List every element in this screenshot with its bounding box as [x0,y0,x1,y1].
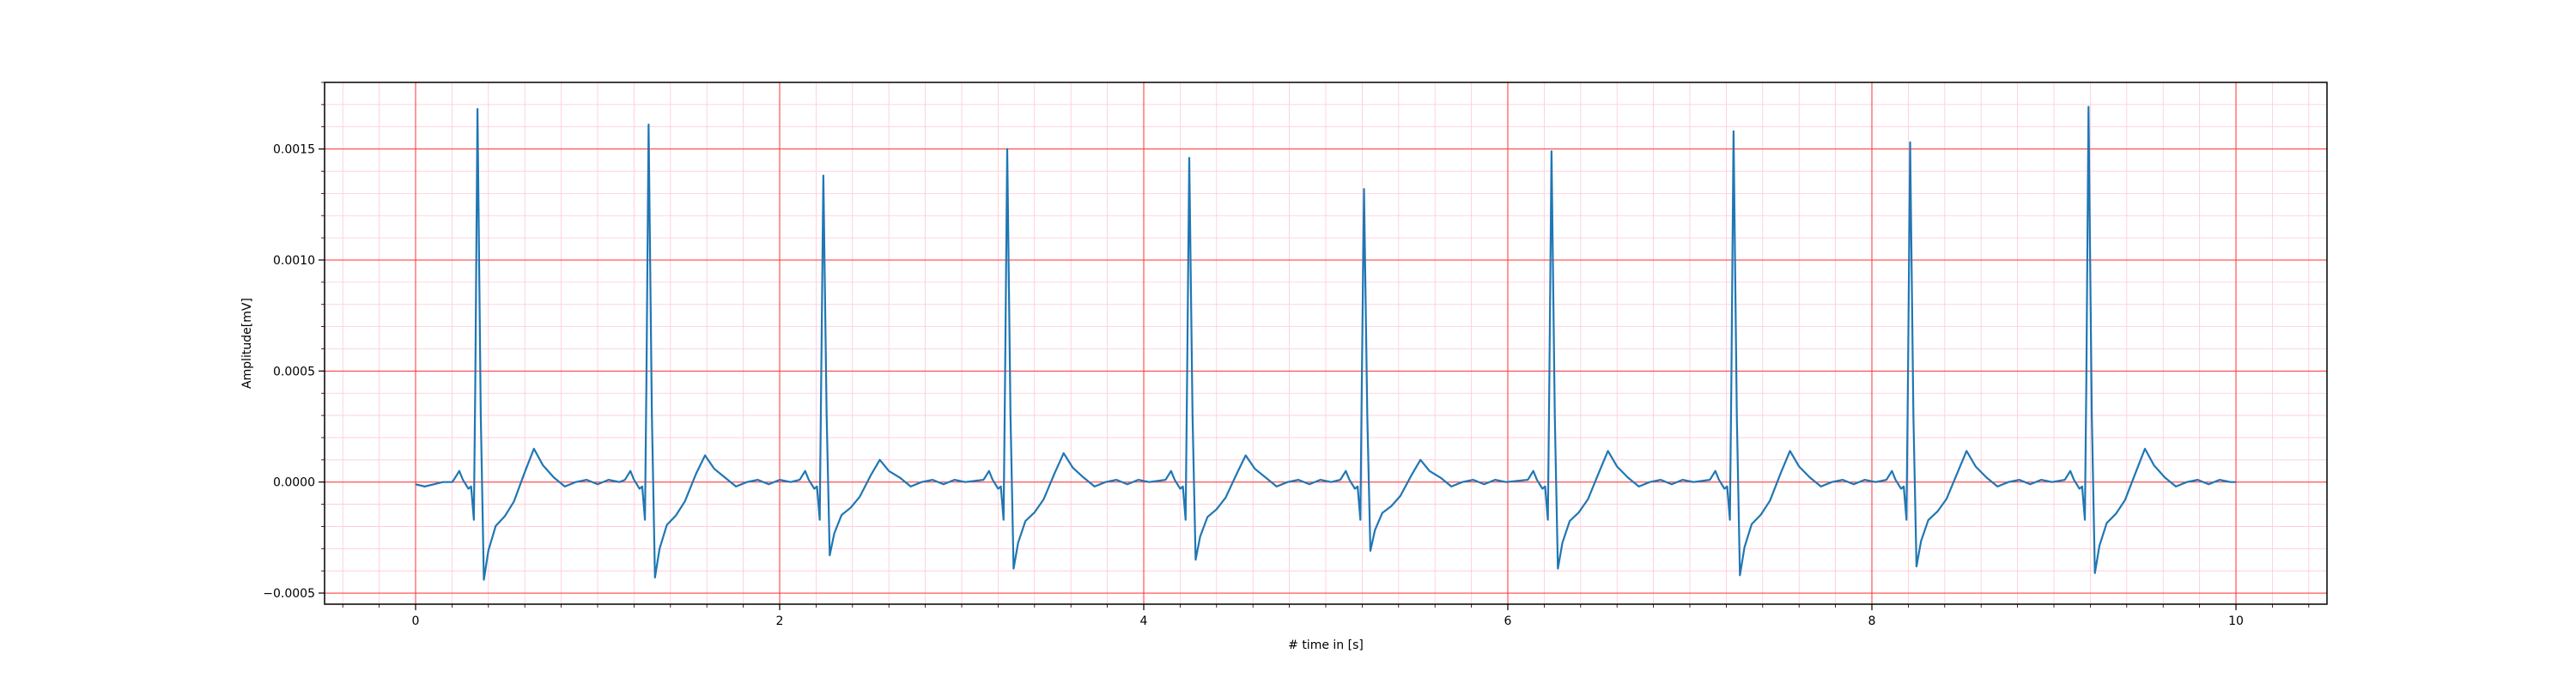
y-axis-label: Amplitude[mV] [240,298,254,389]
x-tick-label: 2 [776,614,784,628]
x-tick-label: 8 [1868,614,1876,628]
y-tick-label: −0.0005 [263,587,315,601]
minor-grid [325,82,2327,604]
y-tick-label: 0.0010 [273,254,315,268]
y-tick-label: 0.0015 [273,143,315,157]
x-tick-label: 4 [1140,614,1148,628]
y-tick-label: 0.0000 [273,476,315,490]
x-tick-label: 10 [2228,614,2244,628]
x-axis-label: # time in [s] [1288,639,1364,652]
x-tick-label: 6 [1504,614,1512,628]
y-tick-label: 0.0005 [273,365,315,378]
ticks-layer: 0 2 4 6 8 10 −0.0005 0.0000 0.0005 0.0010 0.0015 [263,82,2309,628]
x-tick-label: 0 [412,614,420,628]
